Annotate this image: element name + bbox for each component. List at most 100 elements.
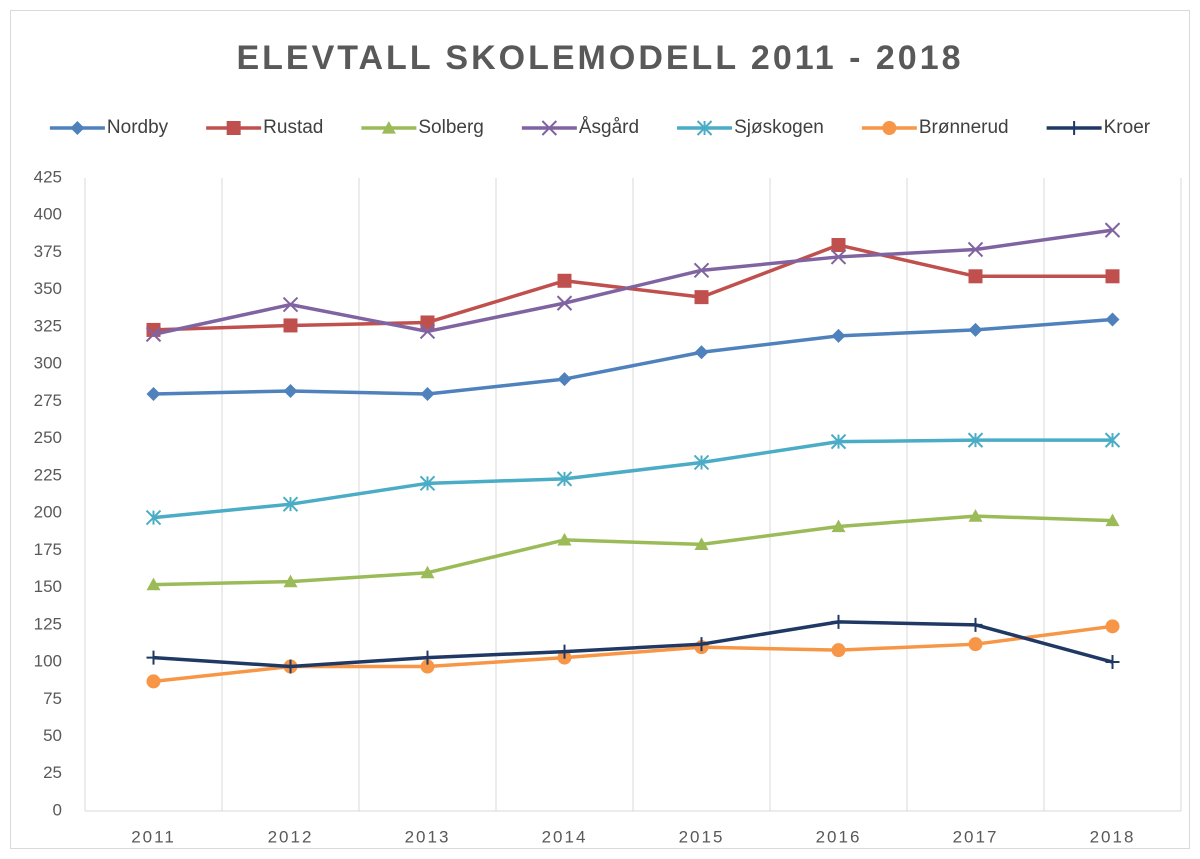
marker	[831, 519, 846, 533]
marker	[967, 241, 984, 258]
marker	[968, 509, 983, 522]
series-line	[153, 228, 1113, 337]
legend-label: Brønnerud	[919, 117, 1009, 138]
marker	[1105, 269, 1120, 284]
marker	[968, 269, 983, 284]
series-line	[153, 243, 1113, 332]
x-tick-label: 2014	[542, 827, 588, 846]
marker	[282, 296, 299, 313]
series-line	[153, 514, 1113, 587]
marker	[146, 650, 161, 665]
y-tick-label: 325	[34, 316, 62, 335]
y-tick-label: 125	[34, 614, 62, 633]
x-tick-label: 2018	[1090, 827, 1136, 846]
series-line	[153, 620, 1113, 669]
marker	[1067, 121, 1082, 135]
marker	[830, 249, 847, 265]
marker	[381, 121, 396, 134]
marker	[693, 454, 710, 471]
y-tick-label: 300	[34, 354, 62, 373]
chart-border	[10, 10, 1190, 849]
y-tick-label: 225	[34, 465, 62, 484]
x-tick-label: 2012	[268, 827, 314, 846]
x-tick-label: 2011	[131, 827, 176, 846]
marker	[541, 120, 558, 136]
marker	[1104, 222, 1121, 238]
y-tick-label: 250	[34, 428, 62, 447]
y-tick-label: 25	[43, 763, 62, 782]
marker	[420, 659, 435, 674]
series-line	[153, 317, 1113, 396]
legend-label: Åsgård	[579, 117, 639, 138]
marker	[882, 121, 897, 135]
marker	[226, 121, 241, 135]
marker	[696, 120, 713, 136]
marker	[694, 537, 709, 550]
series-line	[153, 438, 1113, 520]
marker	[146, 577, 161, 591]
marker	[967, 432, 984, 448]
marker	[968, 637, 983, 652]
marker	[283, 574, 298, 588]
y-tick-label: 75	[43, 689, 62, 708]
marker	[831, 643, 846, 658]
marker	[420, 565, 435, 579]
y-tick-label: 425	[34, 167, 62, 186]
y-tick-label: 50	[43, 726, 62, 745]
y-tick-label: 350	[34, 279, 62, 298]
x-tick-label: 2017	[953, 827, 999, 846]
y-tick-label: 375	[34, 242, 62, 261]
marker	[556, 471, 573, 487]
marker	[146, 386, 161, 401]
marker	[145, 326, 162, 343]
legend-label: Sjøskogen	[734, 117, 824, 138]
x-tick-label: 2016	[816, 827, 862, 846]
x-tick-label: 2013	[405, 827, 451, 846]
chart-title: ELEVTALL SKOLEMODELL 2011 - 2018	[236, 39, 963, 77]
marker	[146, 674, 161, 689]
marker	[831, 328, 846, 343]
y-tick-label: 400	[34, 205, 62, 224]
marker	[419, 323, 436, 340]
marker	[420, 386, 435, 401]
y-tick-label: 200	[34, 503, 62, 522]
legend-label: Rustad	[263, 117, 323, 138]
marker	[282, 496, 299, 512]
marker	[145, 509, 162, 526]
marker	[694, 290, 709, 305]
legend-label: Solberg	[418, 117, 484, 138]
marker	[420, 650, 435, 665]
marker	[557, 273, 572, 288]
marker	[831, 614, 846, 629]
marker	[1104, 432, 1121, 448]
marker	[1105, 619, 1120, 634]
marker	[831, 238, 846, 253]
y-tick-label: 175	[34, 540, 62, 559]
y-tick-label: 275	[34, 391, 62, 410]
marker	[693, 262, 710, 279]
marker	[419, 475, 436, 492]
y-tick-label: 100	[34, 652, 62, 671]
marker	[420, 315, 435, 330]
marker	[557, 644, 572, 659]
marker	[694, 637, 709, 652]
marker	[283, 383, 298, 398]
marker	[1105, 513, 1120, 527]
marker	[968, 617, 983, 632]
legend: Nordby Rustad Solberg Åsgård Sjøskogen Brønne…	[49, 117, 1151, 138]
marker	[70, 121, 85, 135]
marker	[283, 318, 298, 333]
marker	[283, 659, 298, 674]
y-tick-label: 0	[53, 800, 62, 819]
marker	[556, 295, 573, 311]
marker	[1105, 655, 1120, 670]
legend-label: Nordby	[107, 117, 169, 138]
x-tick-label: 2015	[679, 827, 725, 846]
legend-label: Kroer	[1104, 117, 1151, 138]
y-tick-label: 150	[34, 577, 62, 596]
marker	[694, 345, 709, 360]
marker	[557, 532, 572, 546]
marker	[1105, 312, 1120, 327]
marker	[968, 322, 983, 337]
